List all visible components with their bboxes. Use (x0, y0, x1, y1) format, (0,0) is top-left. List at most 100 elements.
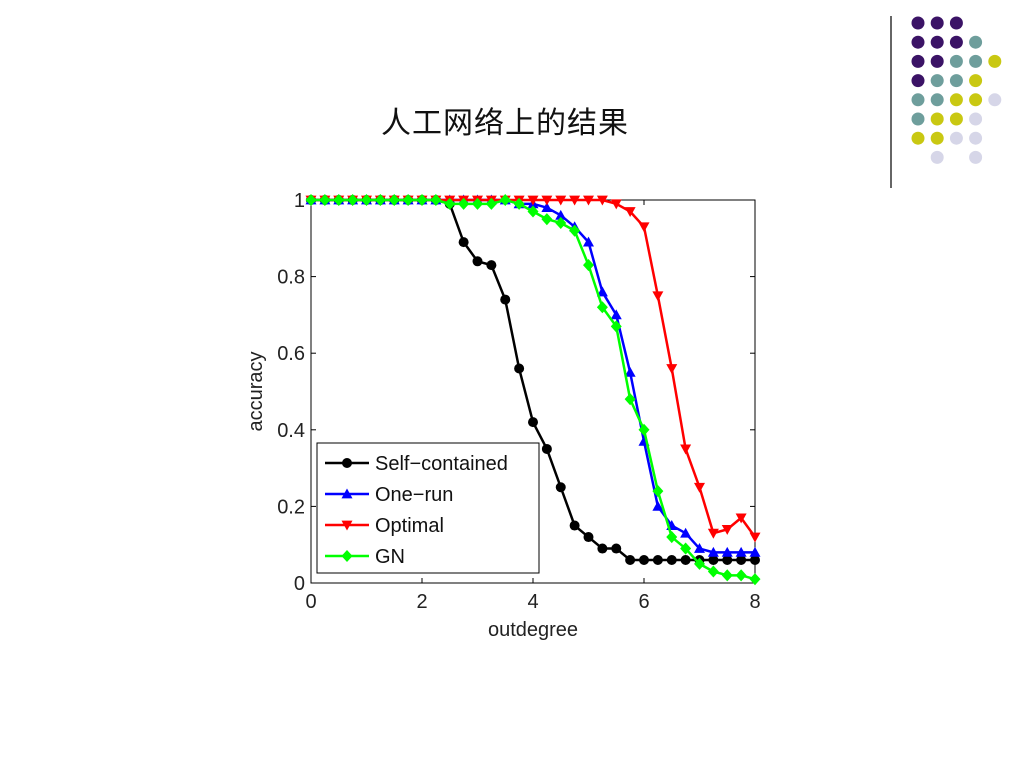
x-axis-label: outdegree (488, 619, 578, 641)
legend-entry: One−run (325, 484, 453, 506)
decor-dot (949, 74, 963, 88)
decor-dot (969, 131, 983, 145)
decor-dot (930, 35, 944, 49)
legend-label: One−run (375, 484, 453, 506)
decor-dot (949, 35, 963, 49)
data-point (721, 524, 733, 535)
data-point (388, 193, 400, 207)
data-point (555, 209, 567, 220)
decor-dot (969, 93, 983, 107)
data-point (652, 291, 664, 302)
data-point (458, 237, 469, 248)
decor-dot (930, 131, 944, 145)
data-point (541, 443, 552, 454)
decor-dot (969, 54, 983, 68)
slide-title: 人工网络上的结果 (381, 106, 629, 141)
data-point (430, 193, 442, 207)
decor-dot (930, 112, 944, 126)
legend-label: Self−contained (375, 453, 508, 475)
decor-dot (930, 150, 944, 164)
data-point (680, 444, 692, 455)
data-point (374, 193, 386, 207)
data-point (680, 555, 691, 566)
data-point (596, 286, 608, 297)
data-point (527, 195, 539, 206)
decor-dot (911, 112, 925, 126)
data-point (500, 294, 511, 305)
decor-dot (969, 150, 983, 164)
data-point (597, 543, 608, 554)
x-tick-label: 6 (638, 591, 649, 613)
data-point (624, 366, 636, 377)
data-point (583, 532, 594, 543)
x-tick-label: 2 (416, 591, 427, 613)
decor-dot (930, 54, 944, 68)
y-tick-label: 1 (294, 190, 305, 212)
data-point (583, 236, 594, 247)
data-point (749, 546, 761, 557)
data-point (596, 195, 608, 206)
y-tick-label: 0.2 (277, 496, 305, 518)
data-point (638, 222, 650, 233)
data-point (736, 555, 747, 566)
legend-marker (341, 520, 353, 531)
decor-dot (988, 54, 1002, 68)
data-point (694, 543, 705, 553)
data-point (639, 555, 649, 566)
y-tick-label: 0.4 (277, 420, 305, 442)
data-point (555, 195, 567, 206)
y-tick-label: 0.6 (277, 343, 305, 365)
data-point (652, 555, 663, 566)
data-point (486, 260, 497, 271)
data-point (541, 202, 553, 213)
decor-dot (930, 93, 944, 107)
data-point (528, 417, 538, 428)
decor-dot (969, 74, 983, 88)
legend-marker (341, 488, 353, 499)
data-point (569, 224, 581, 237)
decor-dot (969, 35, 983, 49)
data-point (499, 193, 511, 207)
decor-dot (949, 54, 963, 68)
decor-dot (988, 93, 1002, 107)
data-point (514, 363, 525, 374)
data-point (610, 320, 622, 333)
decor-dot (911, 131, 925, 145)
data-point (694, 482, 705, 493)
data-point (333, 193, 345, 207)
decor-dot (949, 112, 963, 126)
data-point (541, 213, 553, 226)
data-point (680, 542, 692, 555)
data-point (472, 256, 483, 267)
data-point (624, 207, 636, 217)
data-point (624, 393, 636, 406)
decor-dot (911, 35, 925, 49)
data-point (735, 513, 747, 524)
data-point (361, 193, 372, 207)
decor-dot (949, 93, 963, 107)
legend-entry: Self−contained (325, 453, 508, 475)
data-point (319, 193, 331, 207)
decor-dot (949, 131, 963, 145)
data-point (402, 193, 414, 207)
decor-dot (911, 54, 925, 68)
legend-label: GN (375, 546, 405, 568)
data-point (569, 520, 580, 531)
data-point (611, 543, 622, 554)
data-point (541, 195, 553, 206)
data-point (652, 485, 664, 498)
data-point (347, 193, 359, 207)
decor-dot (930, 74, 944, 88)
data-point (625, 555, 636, 566)
decor-dot (969, 112, 983, 126)
data-point (735, 546, 747, 557)
dot-grid-decoration (890, 16, 1002, 188)
data-point (708, 555, 719, 566)
data-point (652, 500, 664, 511)
data-point (721, 546, 733, 557)
data-point (666, 530, 678, 544)
decor-dot (911, 16, 925, 30)
data-point (749, 573, 761, 586)
data-point (707, 528, 719, 539)
data-point (694, 557, 705, 570)
